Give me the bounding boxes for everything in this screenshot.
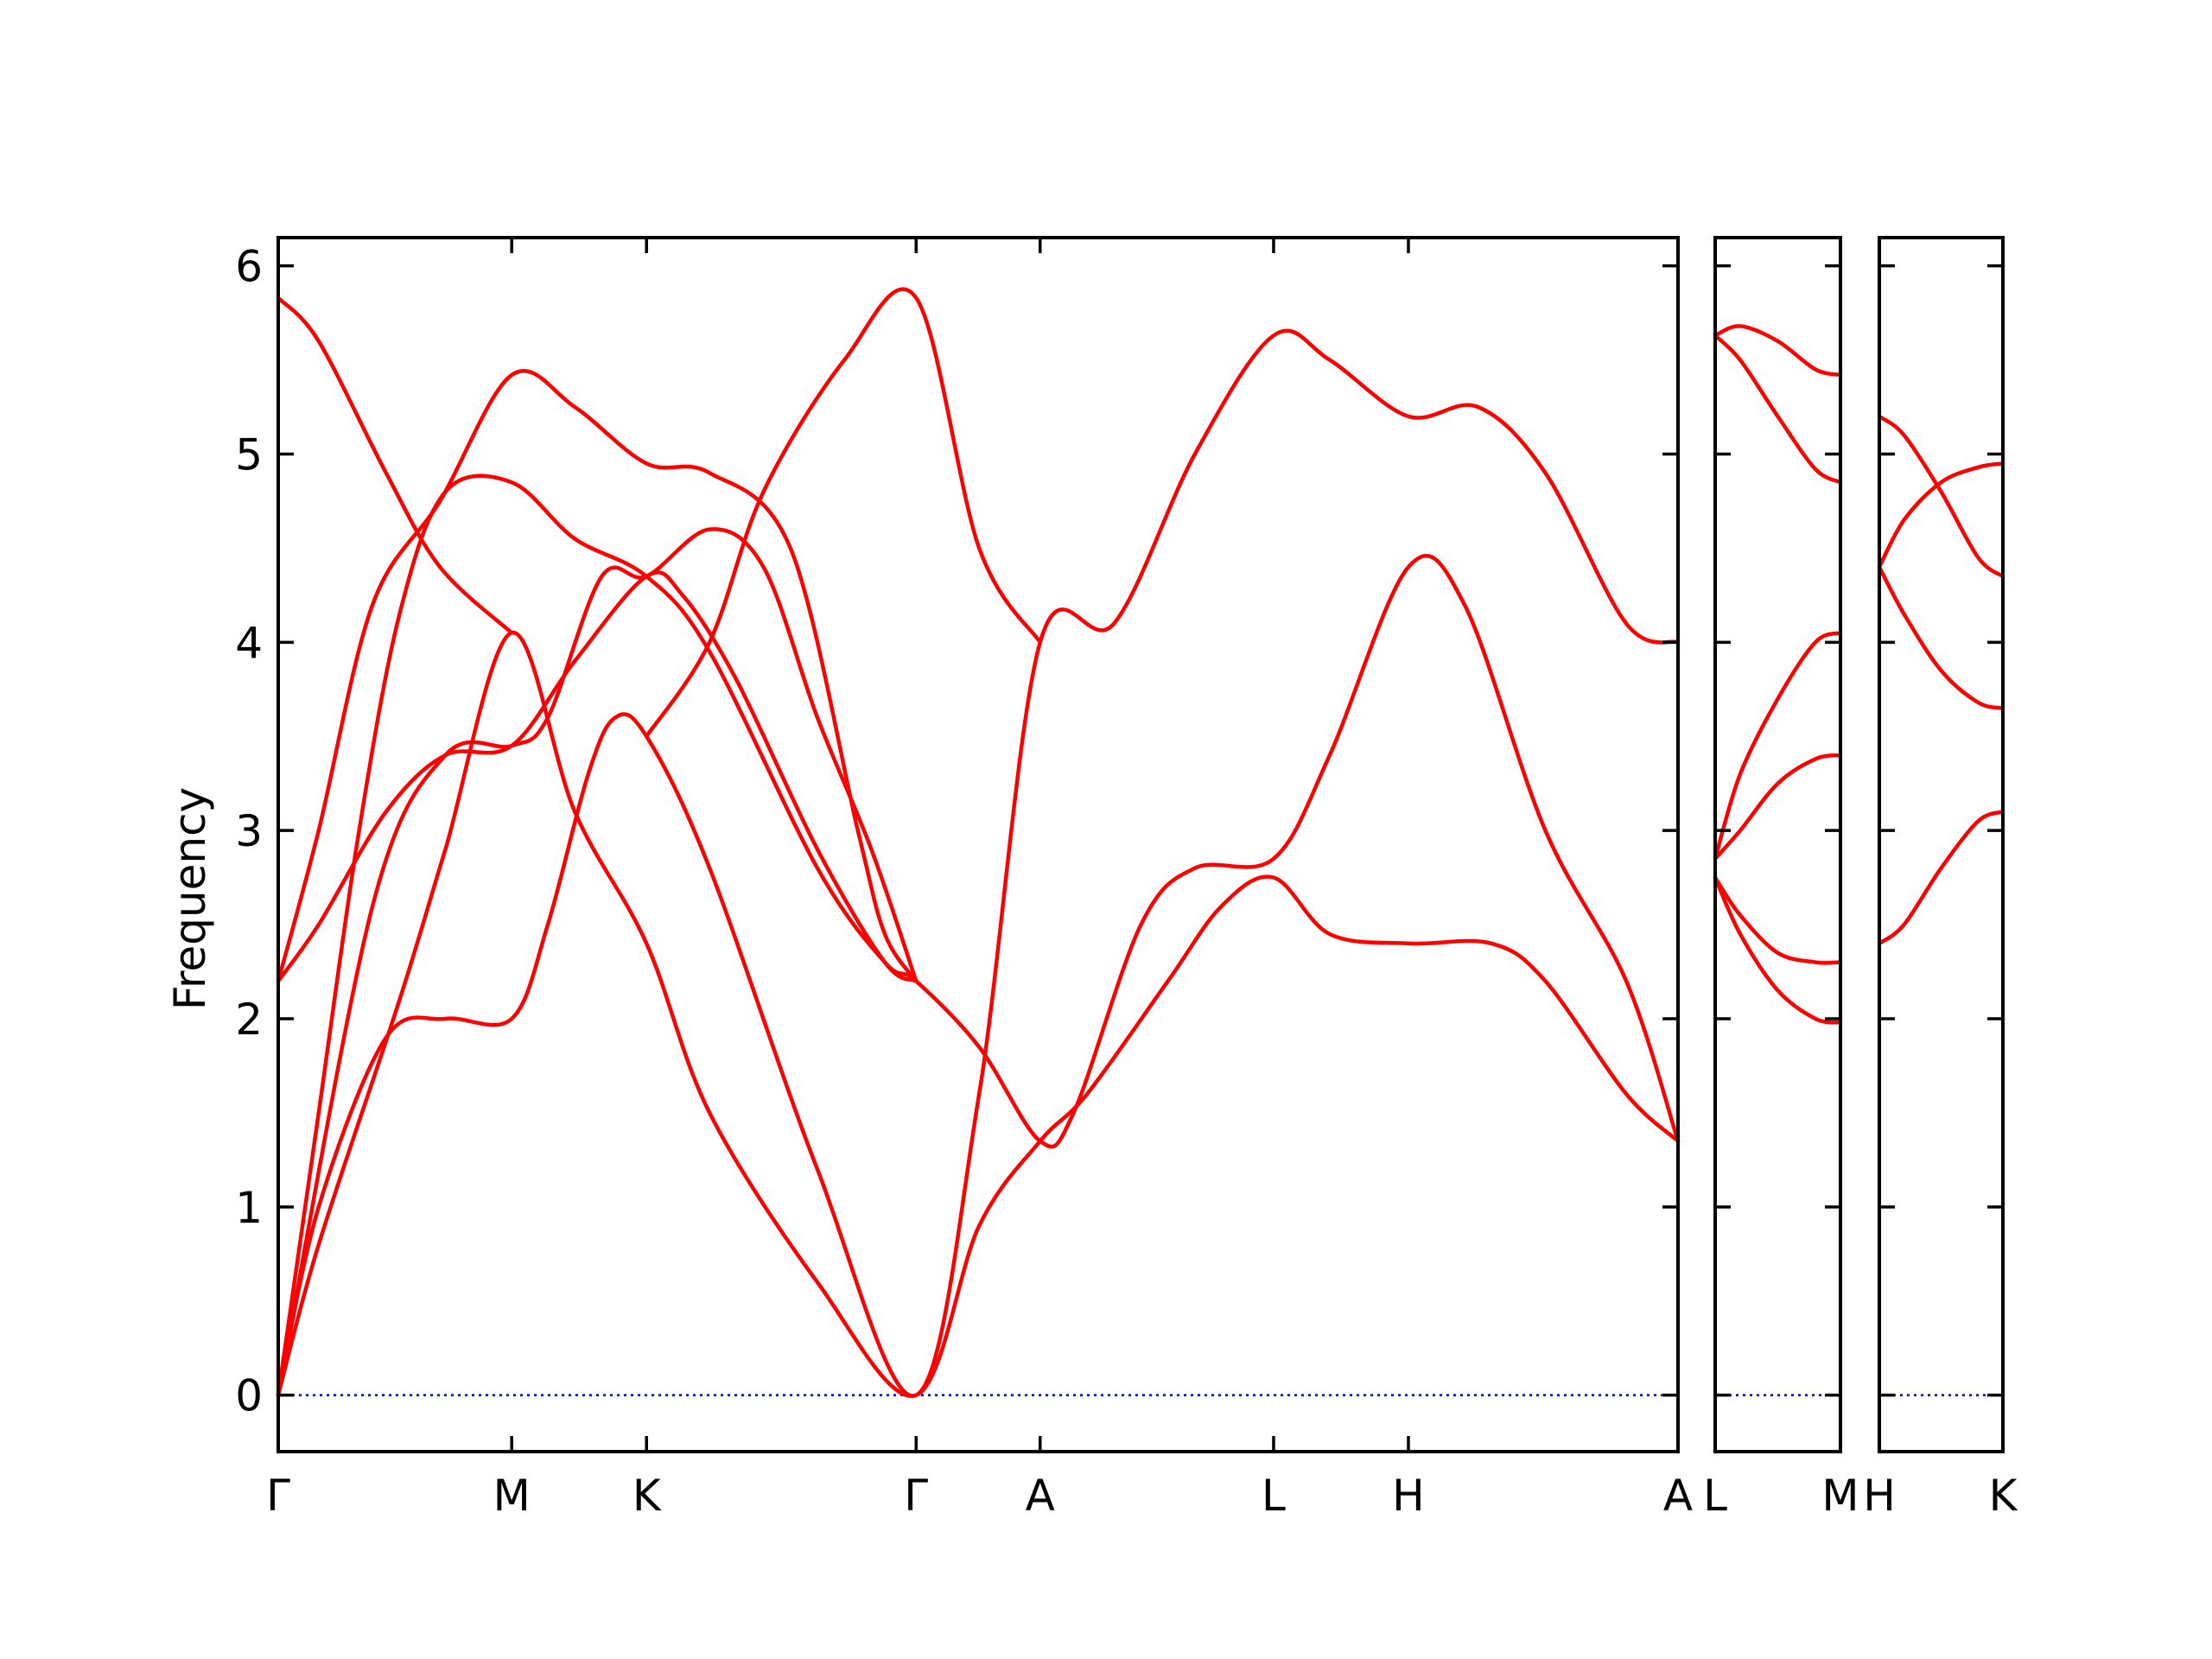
band-line-L-M-3 [1713,631,1843,861]
band-line-L-M-2 [1713,334,1843,485]
y-tick-label: 5 [235,430,263,480]
band-line-L-M-4 [1713,753,1843,861]
x-tick-label: M [1821,1471,1859,1521]
band-line-H-K-4 [1877,810,2005,946]
y-tick-label: 1 [235,1183,263,1233]
x-tick-label: A [1663,1471,1693,1521]
y-axis-label: Frequency [165,787,215,1010]
plot-frame [1713,236,1842,1453]
band-line-main-2 [276,328,1681,1398]
band-line-H-K-2 [1877,461,2005,569]
x-tick-label: L [1703,1471,1727,1521]
panel-main: Γ M K Γ A L H A 0 1 2 3 4 5 6 [235,236,1693,1521]
band-line-main-8 [644,287,1043,739]
band-line-H-K-3 [1877,564,2005,710]
plot-frame [1878,236,2005,1453]
x-tick-label: A [1026,1471,1055,1521]
y-tick-label: 2 [235,995,263,1045]
x-tick-label: Γ [904,1471,928,1521]
y-tick-label: 3 [235,806,263,856]
band-line-H-K-1 [1877,414,2005,579]
x-tick-label: H [1392,1471,1425,1521]
x-tick-label: H [1863,1471,1896,1521]
plot-frame [276,236,1680,1453]
x-tick-label: Γ [266,1471,290,1521]
band-line-L-M-5 [1713,875,1843,965]
band-line-main-6 [276,296,514,635]
y-tick-label: 4 [235,618,263,668]
y-tick-label: 0 [235,1371,263,1421]
band-line-main-7 [276,527,918,1397]
band-line-main-1 [276,631,1681,1398]
x-tick-label: K [632,1471,662,1521]
x-tick-label: M [493,1471,531,1521]
band-line-main-3 [276,474,1681,1397]
band-line-L-M-1 [1713,324,1843,378]
y-tick-label: 6 [235,242,263,292]
x-tick-label: L [1262,1471,1286,1521]
x-tick-label: K [1989,1471,2018,1521]
band-line-main-5 [276,369,918,983]
band-line-L-M-6 [1713,875,1843,1025]
band-line-main-4 [276,570,918,983]
